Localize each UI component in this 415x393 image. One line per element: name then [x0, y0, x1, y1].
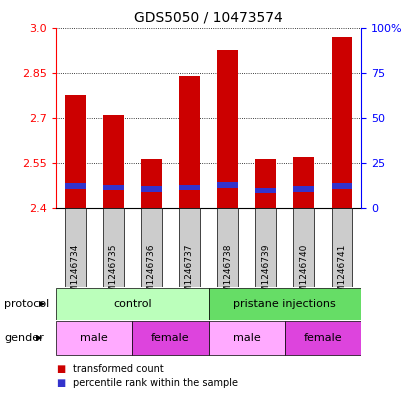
Text: pristane injections: pristane injections [233, 299, 336, 309]
Text: protocol: protocol [4, 299, 49, 309]
Text: ▶: ▶ [36, 334, 42, 342]
Text: percentile rank within the sample: percentile rank within the sample [73, 378, 238, 388]
Bar [103, 115, 124, 208]
Bar [56, 321, 132, 355]
Bar [332, 208, 352, 287]
Bar [141, 159, 162, 208]
Bar [293, 208, 314, 287]
Bar [141, 208, 162, 287]
Bar [65, 208, 85, 287]
Text: GSM1246741: GSM1246741 [337, 244, 347, 304]
Title: GDS5050 / 10473574: GDS5050 / 10473574 [134, 11, 283, 25]
Text: ■: ■ [56, 378, 65, 388]
Text: ▶: ▶ [39, 299, 46, 308]
Bar [293, 186, 314, 192]
Text: male: male [233, 333, 261, 343]
Bar [56, 288, 209, 320]
Text: GSM1246740: GSM1246740 [299, 244, 308, 304]
Bar [209, 321, 285, 355]
Text: GSM1246738: GSM1246738 [223, 244, 232, 304]
Text: female: female [304, 333, 342, 343]
Bar [332, 183, 352, 189]
Text: female: female [151, 333, 190, 343]
Bar [217, 182, 238, 188]
Text: control: control [113, 299, 151, 309]
Text: ■: ■ [56, 364, 65, 374]
Text: male: male [80, 333, 108, 343]
Bar [217, 50, 238, 208]
Bar [285, 321, 361, 355]
Text: GSM1246735: GSM1246735 [109, 244, 118, 304]
Bar [217, 208, 238, 287]
Bar [209, 288, 361, 320]
Bar [179, 208, 200, 287]
Bar [103, 185, 124, 190]
Text: GSM1246739: GSM1246739 [261, 244, 270, 304]
Text: GSM1246734: GSM1246734 [71, 244, 80, 304]
Bar [293, 157, 314, 208]
Text: GSM1246737: GSM1246737 [185, 244, 194, 304]
Text: gender: gender [4, 333, 44, 343]
Bar [255, 159, 276, 208]
Text: transformed count: transformed count [73, 364, 164, 374]
Bar [65, 183, 85, 189]
Bar [255, 208, 276, 287]
Bar [332, 37, 352, 208]
Bar [65, 95, 85, 208]
Text: GSM1246736: GSM1246736 [147, 244, 156, 304]
Bar [103, 208, 124, 287]
Bar [141, 186, 162, 192]
Bar [132, 321, 209, 355]
Bar [179, 185, 200, 190]
Bar [255, 188, 276, 193]
Bar [179, 76, 200, 208]
